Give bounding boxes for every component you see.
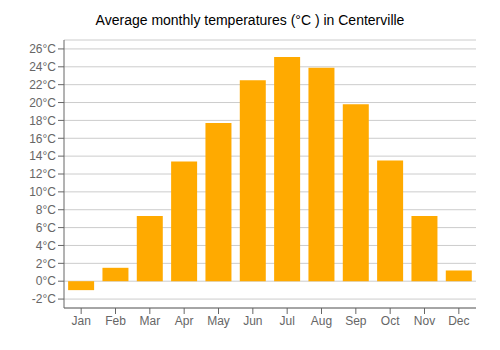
svg-text:Mar: Mar	[139, 314, 160, 328]
svg-text:22°C: 22°C	[29, 78, 56, 92]
svg-text:Nov: Nov	[414, 314, 435, 328]
svg-text:10°C: 10°C	[29, 185, 56, 199]
svg-text:4°C: 4°C	[36, 239, 56, 253]
svg-text:-2°C: -2°C	[32, 292, 56, 306]
svg-text:20°C: 20°C	[29, 96, 56, 110]
svg-text:8°C: 8°C	[36, 203, 56, 217]
svg-text:Aug: Aug	[311, 314, 332, 328]
svg-text:6°C: 6°C	[36, 221, 56, 235]
svg-text:Dec: Dec	[448, 314, 469, 328]
svg-text:Jun: Jun	[243, 314, 262, 328]
svg-text:18°C: 18°C	[29, 114, 56, 128]
svg-text:Apr: Apr	[175, 314, 194, 328]
svg-text:May: May	[207, 314, 230, 328]
svg-text:Jul: Jul	[279, 314, 294, 328]
svg-text:Jan: Jan	[71, 314, 90, 328]
svg-text:24°C: 24°C	[29, 60, 56, 74]
svg-text:Feb: Feb	[105, 314, 126, 328]
svg-text:0°C: 0°C	[36, 274, 56, 288]
svg-text:12°C: 12°C	[29, 167, 56, 181]
svg-text:Sep: Sep	[345, 314, 367, 328]
svg-text:Oct: Oct	[381, 314, 400, 328]
svg-text:14°C: 14°C	[29, 149, 56, 163]
svg-text:26°C: 26°C	[29, 42, 56, 56]
svg-text:2°C: 2°C	[36, 257, 56, 271]
html-text:Average monthly temperatures (: Average monthly temperatures (°C ) in Ce…	[95, 12, 405, 28]
svg-text:16°C: 16°C	[29, 132, 56, 146]
